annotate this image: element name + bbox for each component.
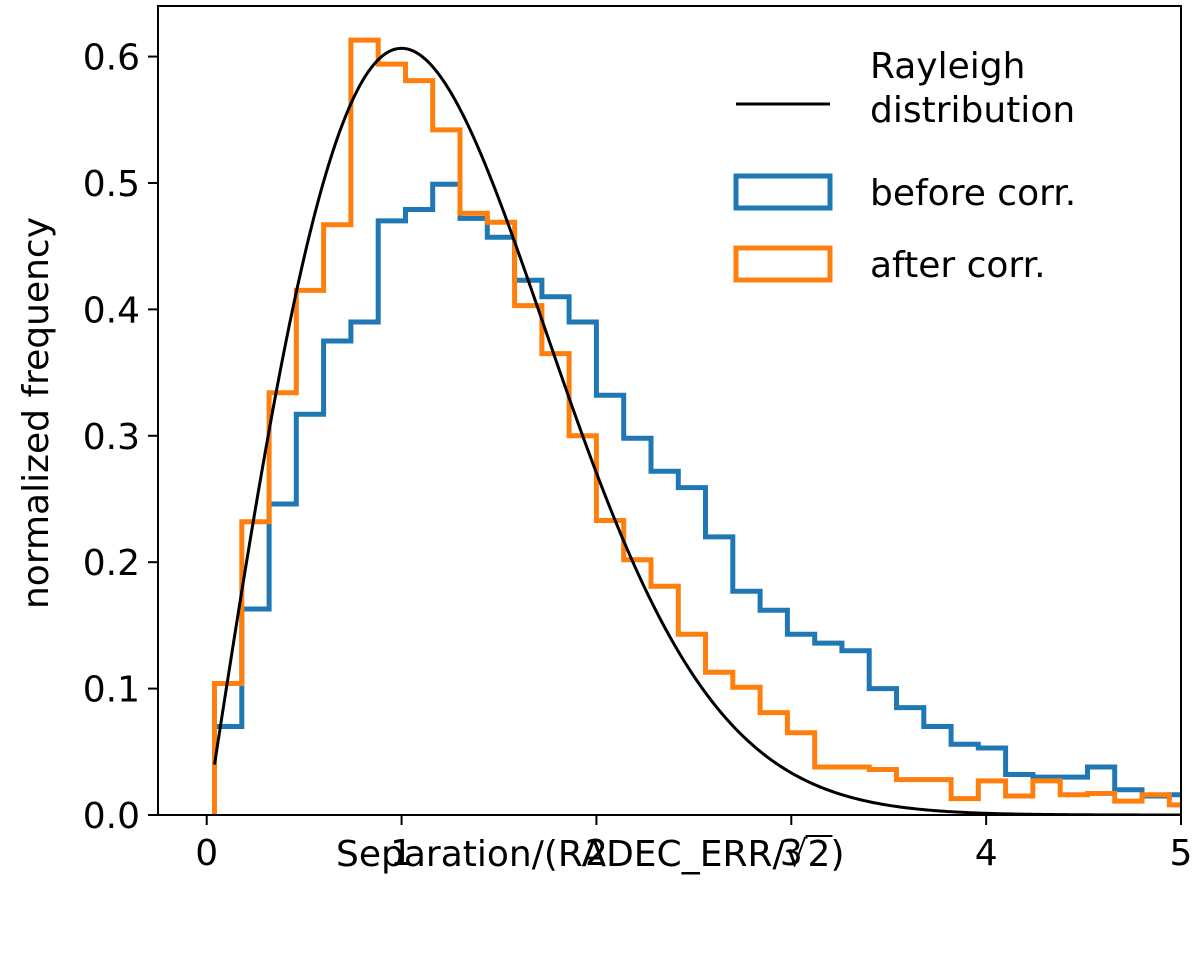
x-axis-label-sqrt-sign: √ [785, 834, 808, 875]
x-tick-label: 5 [1170, 833, 1193, 874]
legend: Rayleigh distribution before corr. after co… [733, 46, 1076, 286]
y-tick-label: 0.6 [83, 38, 140, 79]
legend-label: Rayleigh distribution [870, 46, 1075, 131]
y-tick-label: 0.5 [83, 164, 140, 205]
plot-area [158, 6, 1181, 815]
x-axis-label-main: Separation/(RADEC_ERR/ [336, 834, 785, 875]
legend-handle-before [733, 173, 833, 211]
x-axis-label-sqrt-arg: 2 [808, 834, 831, 875]
x-tick-label: 2 [585, 833, 608, 874]
x-tick-label: 1 [390, 833, 413, 874]
y-tick-label: 0.3 [83, 417, 140, 458]
x-axis-label: Separation/(RADEC_ERR/√2) [336, 834, 845, 875]
legend-handle-after [733, 245, 833, 283]
histogram-after-corr [212, 37, 1181, 815]
x-axis-label-close: ) [830, 834, 844, 875]
y-tick-label: 0.4 [83, 290, 140, 331]
y-tick-label: 0.0 [83, 796, 140, 837]
legend-label-line: distribution [870, 90, 1075, 131]
legend-label-line: after corr. [870, 245, 1046, 286]
y-axis-label: normalized frequency [16, 217, 57, 609]
y-tick-label: 0.2 [83, 543, 140, 584]
x-tick-label: 0 [195, 833, 218, 874]
legend-label: before corr. [870, 173, 1076, 214]
histogram-before-corr [212, 181, 1181, 815]
legend-label: after corr. [870, 245, 1046, 286]
x-tick-label: 4 [975, 833, 998, 874]
x-tick-label: 3 [780, 833, 803, 874]
plot-background [158, 6, 1181, 815]
legend-label-line: before corr. [870, 173, 1076, 214]
axes-frame [157, 5, 1182, 816]
axes-layer: 0 1 2 3 4 50.00.10.20.30.40.50.6 [83, 5, 1193, 874]
legend-label-line: Rayleigh [870, 46, 1025, 87]
y-tick-label: 0.1 [83, 670, 140, 711]
